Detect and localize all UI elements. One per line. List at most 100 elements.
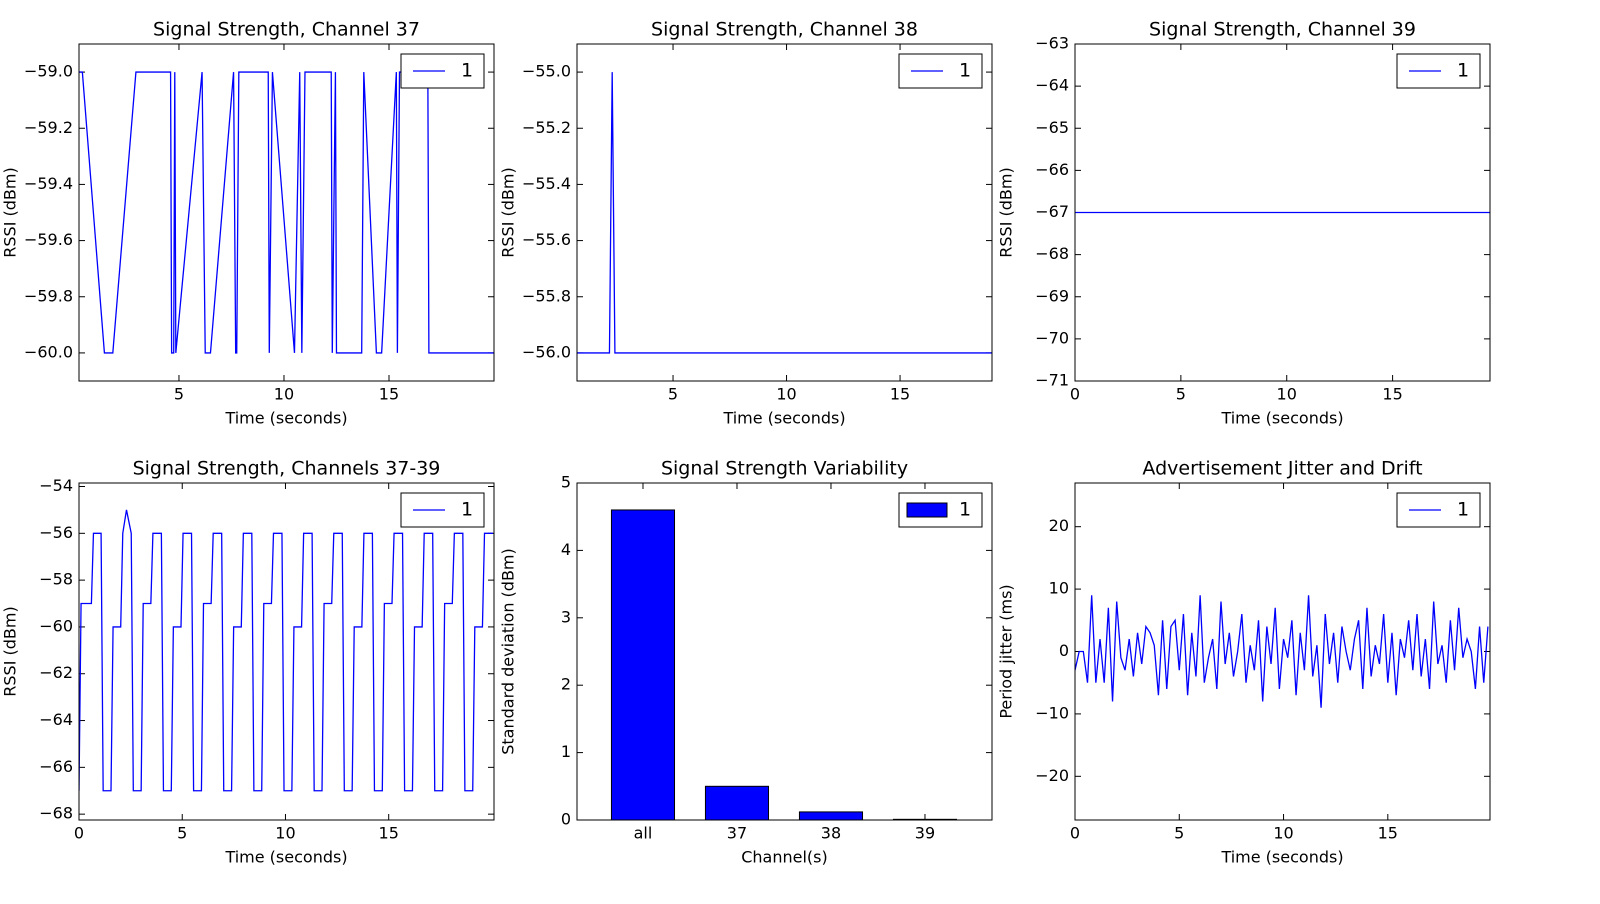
y-tick-label: −66 <box>1035 160 1069 179</box>
y-tick-label: −59.4 <box>24 174 73 193</box>
y-tick-label: 10 <box>1049 579 1069 598</box>
bar <box>610 509 676 821</box>
legend-swatch <box>906 502 948 518</box>
y-tick-label: 0 <box>561 810 571 829</box>
y-tick-label: −58 <box>39 570 73 589</box>
y-axis-label: RSSI (dBm) <box>1 606 20 696</box>
y-tick-label: −20 <box>1035 766 1069 785</box>
plot-frame <box>1074 43 1491 382</box>
x-tick-label: 10 <box>1277 385 1297 404</box>
y-tick-label: −64 <box>39 710 73 729</box>
y-tick-label: −56 <box>39 523 73 542</box>
y-tick-label: −67 <box>1035 202 1069 221</box>
y-tick-label: −66 <box>39 757 73 776</box>
subplot-title: Signal Strength, Channels 37-39 <box>133 458 441 480</box>
y-tick-label: −54 <box>39 476 73 495</box>
y-tick-label: −59.8 <box>24 286 73 305</box>
subplot: Signal Strength, Channel 39 Time (seconds… <box>997 19 1491 428</box>
subplot-title: Signal Strength, Channel 38 <box>651 19 918 41</box>
y-tick-label: −64 <box>1035 76 1069 95</box>
x-tick-label: 15 <box>1378 824 1398 843</box>
legend-label: 1 <box>1457 499 1469 521</box>
subplot: Advertisement Jitter and Drift Time (seco… <box>997 458 1491 867</box>
x-tick-label: 5 <box>174 385 184 404</box>
data-line <box>79 509 493 792</box>
legend-label: 1 <box>461 60 473 82</box>
x-tick-label: 15 <box>379 385 399 404</box>
y-tick-label: −55.2 <box>522 118 571 137</box>
x-tick-label: 5 <box>1174 824 1184 843</box>
y-tick-label: 0 <box>1059 641 1069 660</box>
y-tick-label: −63 <box>1035 34 1069 53</box>
y-tick-label: −55.6 <box>522 230 571 249</box>
x-axis-label: Time (seconds) <box>722 409 845 428</box>
legend-label: 1 <box>1457 60 1469 82</box>
x-tick-label: 0 <box>1070 824 1080 843</box>
y-tick-label: −10 <box>1035 703 1069 722</box>
y-tick-label: −55.8 <box>522 286 571 305</box>
subplot: Signal Strength Variability Channel(s) Sta… <box>499 458 993 867</box>
x-axis-label: Time (seconds) <box>1220 409 1343 428</box>
x-axis-label: Time (seconds) <box>1220 848 1343 867</box>
y-tick-label: 20 <box>1049 516 1069 535</box>
x-tick-label: 38 <box>821 824 841 843</box>
x-tick-label: 39 <box>915 824 935 843</box>
x-tick-label: 15 <box>1382 385 1402 404</box>
x-tick-label: 10 <box>1273 824 1293 843</box>
subplot: Signal Strength, Channel 37 Time (seconds… <box>1 19 495 428</box>
y-tick-label: −70 <box>1035 328 1069 347</box>
x-tick-label: 15 <box>379 824 399 843</box>
y-tick-label: −56.0 <box>522 342 571 361</box>
y-tick-label: 4 <box>561 540 571 559</box>
y-tick-label: 5 <box>561 473 571 492</box>
legend-label: 1 <box>959 499 971 521</box>
x-tick-label: all <box>634 824 653 843</box>
y-tick-label: −59.0 <box>24 62 73 81</box>
x-tick-label: 5 <box>668 385 678 404</box>
y-tick-label: −59.2 <box>24 118 73 137</box>
plot-frame <box>1074 482 1491 821</box>
y-tick-label: −55.4 <box>522 174 571 193</box>
y-tick-label: −60 <box>39 616 73 635</box>
x-tick-label: 10 <box>275 824 295 843</box>
bar <box>704 785 770 821</box>
x-tick-label: 10 <box>274 385 294 404</box>
y-axis-label: RSSI (dBm) <box>997 167 1016 257</box>
bar <box>798 811 864 821</box>
y-tick-label: −55.0 <box>522 62 571 81</box>
data-line <box>1075 595 1489 708</box>
x-tick-label: 5 <box>177 824 187 843</box>
y-tick-label: 2 <box>561 675 571 694</box>
plot-frame <box>576 482 993 821</box>
subplot-title: Signal Strength Variability <box>661 458 908 480</box>
x-tick-label: 15 <box>890 385 910 404</box>
data-line <box>79 71 494 354</box>
legend-label: 1 <box>959 60 971 82</box>
x-tick-label: 5 <box>1176 385 1186 404</box>
subplot-title: Signal Strength, Channel 37 <box>153 19 420 41</box>
x-tick-label: 0 <box>1070 385 1080 404</box>
plot-frame <box>576 43 993 382</box>
plot-frame <box>78 43 495 382</box>
subplot: Signal Strength, Channels 37-39 Time (sec… <box>1 458 495 867</box>
x-axis-label: Time (seconds) <box>224 848 347 867</box>
y-tick-label: −59.6 <box>24 230 73 249</box>
y-axis-label: Standard deviation (dBm) <box>499 548 518 755</box>
y-axis-label: Period jitter (ms) <box>997 584 1016 718</box>
x-axis-label: Time (seconds) <box>224 409 347 428</box>
y-tick-label: −62 <box>39 663 73 682</box>
y-tick-label: 1 <box>561 742 571 761</box>
plot-frame <box>78 482 495 821</box>
y-tick-label: −60.0 <box>24 342 73 361</box>
x-tick-label: 0 <box>74 824 84 843</box>
y-tick-label: −68 <box>1035 244 1069 263</box>
subplot-title: Advertisement Jitter and Drift <box>1142 458 1422 480</box>
subplot: Signal Strength, Channel 38 Time (seconds… <box>499 19 993 428</box>
y-tick-label: −65 <box>1035 118 1069 137</box>
x-tick-label: 37 <box>727 824 747 843</box>
x-tick-label: 10 <box>776 385 796 404</box>
data-line <box>577 72 992 354</box>
subplot-title: Signal Strength, Channel 39 <box>1149 19 1416 41</box>
